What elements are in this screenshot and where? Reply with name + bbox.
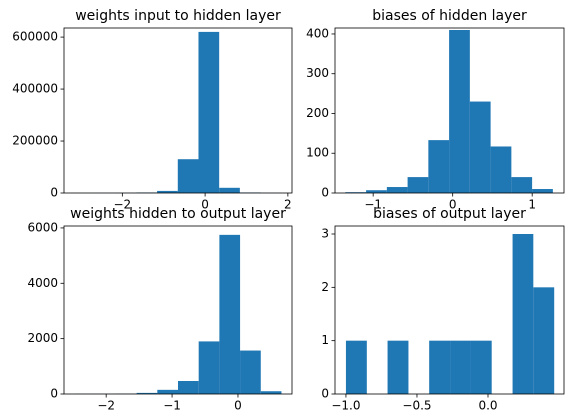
chart-title: weights hidden to output layer [70, 206, 286, 222]
x-tick-label: −0.5 [402, 399, 431, 413]
x-tick-label: −1 [364, 198, 382, 212]
x-tick-label: −1 [163, 399, 181, 413]
chart-title: weights input to hidden layer [75, 8, 281, 24]
histogram-bar [450, 340, 471, 394]
y-tick-label: 300 [306, 66, 329, 80]
histogram-bar [198, 31, 220, 193]
y-tick-label: 6000 [27, 220, 58, 234]
histogram-bar [157, 190, 178, 193]
histogram-bar [533, 287, 555, 394]
y-tick-label: 2000 [27, 331, 58, 345]
y-tick-label: 0 [50, 186, 58, 200]
y-tick-label: 3 [321, 227, 329, 241]
histogram-bar [407, 177, 429, 193]
histogram-bar [512, 234, 534, 394]
x-tick-label: 0.0 [478, 399, 497, 413]
x-tick-label: 0 [234, 399, 242, 413]
histogram-bar [178, 380, 199, 394]
chart-title: biases of hidden layer [372, 8, 527, 24]
histogram-bar [219, 234, 241, 394]
y-tick-label: 100 [306, 146, 329, 160]
histogram-bar [469, 101, 491, 193]
x-tick-label: 0 [201, 198, 209, 212]
axes-frame [63, 225, 293, 395]
x-tick-label: −2 [97, 399, 115, 413]
x-tick-label: −2 [113, 198, 131, 212]
histogram-bar [345, 340, 367, 394]
histogram-bar [429, 340, 451, 394]
histogram-bar [490, 146, 512, 193]
histogram-bar [532, 189, 553, 193]
histogram-bar [240, 350, 261, 394]
histogram-bar [198, 341, 220, 394]
y-tick-label: 600000 [12, 30, 58, 44]
histogram-bar [449, 29, 470, 194]
y-tick-label: 0 [321, 186, 329, 200]
histogram-bar [260, 391, 282, 394]
histogram-bar [219, 187, 240, 193]
y-tick-label: 400 [306, 26, 329, 40]
y-tick-label: 200 [306, 106, 329, 120]
y-tick-label: 0 [50, 387, 58, 401]
y-tick-label: 4000 [27, 276, 58, 290]
histogram-bar [386, 187, 408, 193]
axes-frame [334, 27, 565, 194]
histogram-bar [177, 159, 199, 193]
histogram-bar [387, 340, 409, 394]
histogram-bar [428, 140, 450, 193]
histogram-bar [470, 340, 492, 394]
y-tick-label: 0 [321, 387, 329, 401]
y-tick-label: 1 [321, 333, 329, 347]
axes-frame [63, 27, 293, 194]
axes-frame [334, 225, 565, 395]
histogram-bar [366, 190, 387, 193]
chart-title: biases of output layer [373, 206, 526, 222]
x-tick-label: 2 [284, 198, 292, 212]
x-tick-label: −1.0 [331, 399, 360, 413]
y-tick-label: 2 [321, 280, 329, 294]
histogram-bar [136, 392, 158, 394]
histogram-bar [511, 177, 533, 193]
histogram-bar [157, 389, 178, 394]
y-tick-label: 400000 [12, 82, 58, 96]
x-tick-label: 0 [449, 198, 457, 212]
y-tick-label: 200000 [12, 134, 58, 148]
x-tick-label: 1 [528, 198, 536, 212]
